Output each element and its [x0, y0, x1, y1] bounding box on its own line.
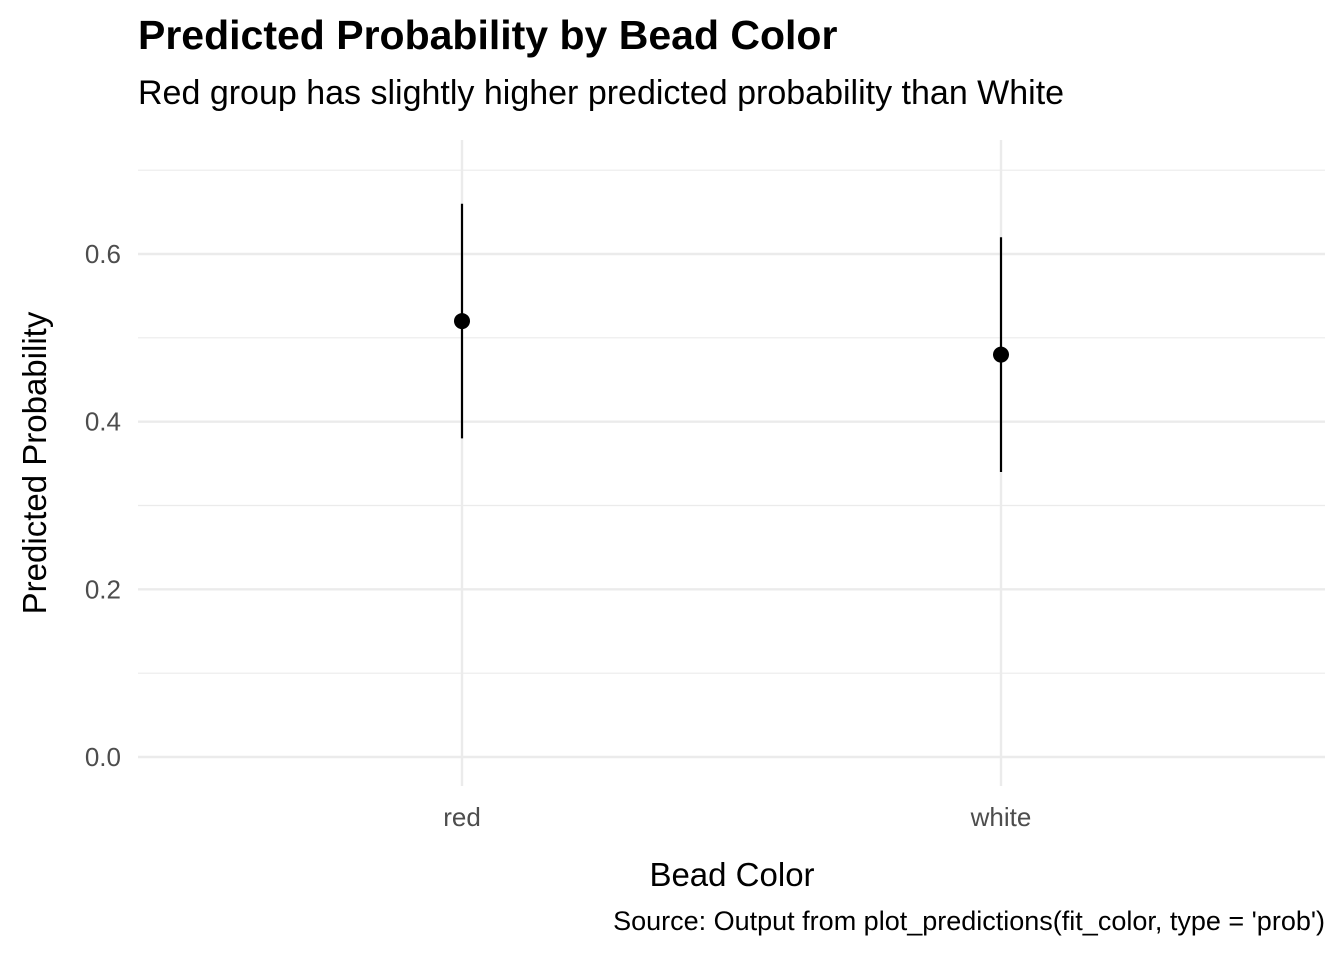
y-tick-label-0: 0.0: [85, 742, 121, 772]
minor-gridlines: [138, 169, 1325, 674]
chart-title: Predicted Probability by Bead Color: [138, 12, 838, 58]
data-marks: [454, 203, 1009, 472]
point-white: [993, 346, 1009, 363]
x-axis-title: Bead Color: [649, 856, 814, 893]
x-axis-ticks: red white: [443, 802, 1031, 832]
x-tick-label-red: red: [443, 802, 481, 832]
y-tick-label-2: 0.4: [85, 407, 121, 437]
y-axis-title: Predicted Probability: [16, 311, 53, 614]
y-tick-label-3: 0.6: [85, 239, 121, 269]
x-tick-label-white: white: [970, 802, 1032, 832]
chart-subtitle: Red group has slightly higher predicted …: [138, 74, 1065, 112]
point-red: [454, 313, 470, 330]
major-gridlines: [138, 140, 1325, 786]
chart-caption: Source: Output from plot_predictions(fit…: [613, 906, 1325, 936]
y-axis-ticks: 0.0 0.2 0.4 0.6: [85, 239, 121, 772]
y-tick-label-1: 0.2: [85, 574, 121, 604]
